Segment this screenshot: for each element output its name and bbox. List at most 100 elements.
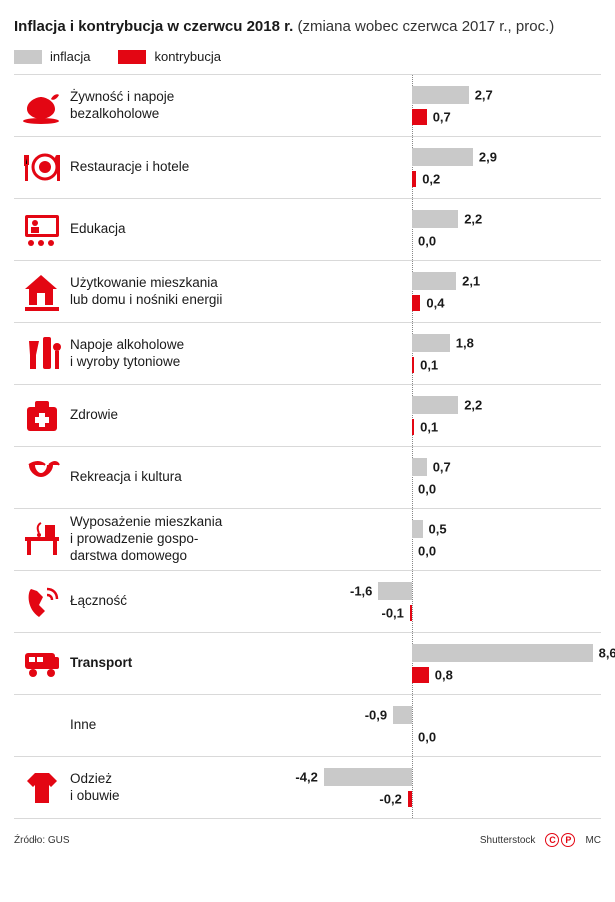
bar-pair: 2,1 0,4 [282,261,601,322]
kont-value: 0,0 [418,233,436,248]
category-row: Odzieżi obuwie -4,2 -0,2 [14,757,601,819]
category-label: Edukacja [70,221,126,238]
category-row: Użytkowanie mieszkanialub domu i nośniki… [14,261,601,323]
alcohol-icon [14,323,70,384]
kont-bar-wrap: 0,7 [282,108,593,126]
chart-rows: Żywność i napojebezalkoholowe2,70,7Resta… [14,74,601,819]
category-label-cell: Restauracje i hotele [70,137,282,198]
category-label-cell: Żywność i napojebezalkoholowe [70,75,282,136]
kont-value: 0,0 [418,729,436,744]
bars-container: -4,2 -0,2 [282,765,593,810]
infl-bar [393,706,412,724]
category-row: Transport8,60,8 [14,633,601,695]
category-label: Zdrowie [70,407,118,424]
legend-label-inflacja: inflacja [50,49,90,64]
footer-credit-mc: MC [585,835,601,846]
category-row: Łączność-1,6-0,1 [14,571,601,633]
kont-value: 0,4 [426,295,444,310]
infl-bar [412,334,450,352]
legend: inflacja kontrybucja [14,49,601,64]
kont-bar-wrap: 0,4 [282,294,593,312]
category-label-cell: Inne [70,695,282,756]
infl-bar [412,396,458,414]
infl-bar-wrap: 2,1 [282,272,593,290]
infl-bar [412,458,427,476]
infl-bar-wrap: 0,7 [282,458,593,476]
category-label-cell: Wyposażenie mieszkaniai prowadzenie gosp… [70,509,282,570]
transport-icon [14,633,70,694]
bars-container: 2,1 0,4 [282,269,593,314]
title-bold: Inflacja i kontrybucja w czerwcu 2018 r. [14,18,293,35]
kont-value: 0,1 [420,357,438,372]
bar-pair: 2,2 0,1 [282,385,601,446]
category-label: Odzieżi obuwie [70,771,120,805]
category-label-cell: Zdrowie [70,385,282,446]
category-label-cell: Rekreacja i kultura [70,447,282,508]
footer: Źródło: GUS Shutterstock CP MC [14,833,601,847]
bar-pair: 2,2 0,0 [282,199,601,260]
kont-bar [412,357,414,373]
infl-value: 2,1 [462,273,480,288]
infl-bar-wrap: 1,8 [282,334,593,352]
category-row: Restauracje i hotele 2,9 0,2 [14,137,601,199]
infl-bar-wrap: 0,5 [282,520,593,538]
infl-bar-wrap: -0,9 [282,706,593,724]
category-label-cell: Użytkowanie mieszkanialub domu i nośniki… [70,261,282,322]
kont-value: 0,0 [418,543,436,558]
bar-pair: 2,70,7 [282,75,601,136]
other-icon [14,695,70,756]
infl-value: 2,2 [464,211,482,226]
kont-value: 0,7 [433,109,451,124]
bar-pair: 0,50,0 [282,509,601,570]
furnishing-icon [14,509,70,570]
kont-bar [412,109,427,125]
education-icon [14,199,70,260]
kont-bar-wrap: 0,0 [282,232,593,250]
category-label: Użytkowanie mieszkanialub domu i nośniki… [70,275,222,309]
category-label: Żywność i napojebezalkoholowe [70,89,174,123]
kont-bar-wrap: 0,1 [282,356,593,374]
category-label: Wyposażenie mieszkaniai prowadzenie gosp… [70,514,222,565]
category-label-cell: Odzieżi obuwie [70,757,282,818]
infl-bar [412,272,456,290]
food-icon [14,75,70,136]
kont-value: -0,2 [379,791,401,806]
restaurant-icon [14,137,70,198]
bars-container: 2,2 0,1 [282,393,593,438]
category-label-cell: Napoje alkoholowei wyroby tytoniowe [70,323,282,384]
kont-bar-wrap: 0,0 [282,542,593,560]
kont-bar [410,605,412,621]
bars-container: 8,60,8 [282,641,593,686]
kont-bar-wrap: 0,8 [282,666,593,684]
infl-bar-wrap: 2,2 [282,210,593,228]
bars-container: 2,70,7 [282,83,593,128]
infl-value: 8,6 [599,645,615,660]
infl-bar-wrap: 8,6 [282,644,593,662]
kont-bar-wrap: 0,1 [282,418,593,436]
infl-bar-wrap: -4,2 [282,768,593,786]
category-row: Zdrowie 2,2 0,1 [14,385,601,447]
bars-container: -1,6-0,1 [282,579,593,624]
kont-value: 0,1 [420,419,438,434]
bars-container: 0,50,0 [282,517,593,562]
bars-container: 1,80,1 [282,331,593,376]
category-row: Napoje alkoholowei wyroby tytoniowe1,80,… [14,323,601,385]
kont-bar [412,295,420,311]
copyright-icon: CP [545,833,575,847]
kont-value: 0,8 [435,667,453,682]
recreation-icon [14,447,70,508]
category-label: Inne [70,717,96,734]
category-row: Inne -0,9 0,0 [14,695,601,757]
infl-value: 2,2 [464,397,482,412]
clothing-icon [14,757,70,818]
infl-bar [412,210,458,228]
kont-bar-wrap: -0,2 [282,790,593,808]
footer-credit-shutterstock: Shutterstock [480,835,536,846]
kont-bar-wrap: 0,2 [282,170,593,188]
infl-value: 0,5 [429,521,447,536]
infl-value: 2,9 [479,149,497,164]
infl-bar-wrap: 2,7 [282,86,593,104]
kont-bar [412,419,414,435]
bar-pair: -0,9 0,0 [282,695,601,756]
infl-bar-wrap: -1,6 [282,582,593,600]
